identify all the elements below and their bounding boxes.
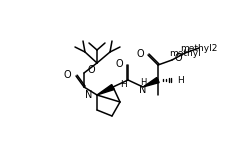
Text: H: H (177, 75, 184, 85)
Text: H: H (120, 79, 127, 89)
Text: N: N (139, 85, 147, 95)
Text: O: O (115, 59, 123, 69)
Text: O: O (88, 65, 96, 75)
Text: O: O (136, 49, 144, 59)
Text: methyl: methyl (169, 48, 201, 57)
Text: N: N (85, 90, 92, 100)
Text: methyl2: methyl2 (180, 43, 218, 52)
Text: O: O (175, 53, 183, 63)
Polygon shape (97, 85, 114, 95)
Polygon shape (143, 77, 159, 87)
Text: O: O (63, 70, 71, 80)
Text: H: H (140, 77, 146, 87)
